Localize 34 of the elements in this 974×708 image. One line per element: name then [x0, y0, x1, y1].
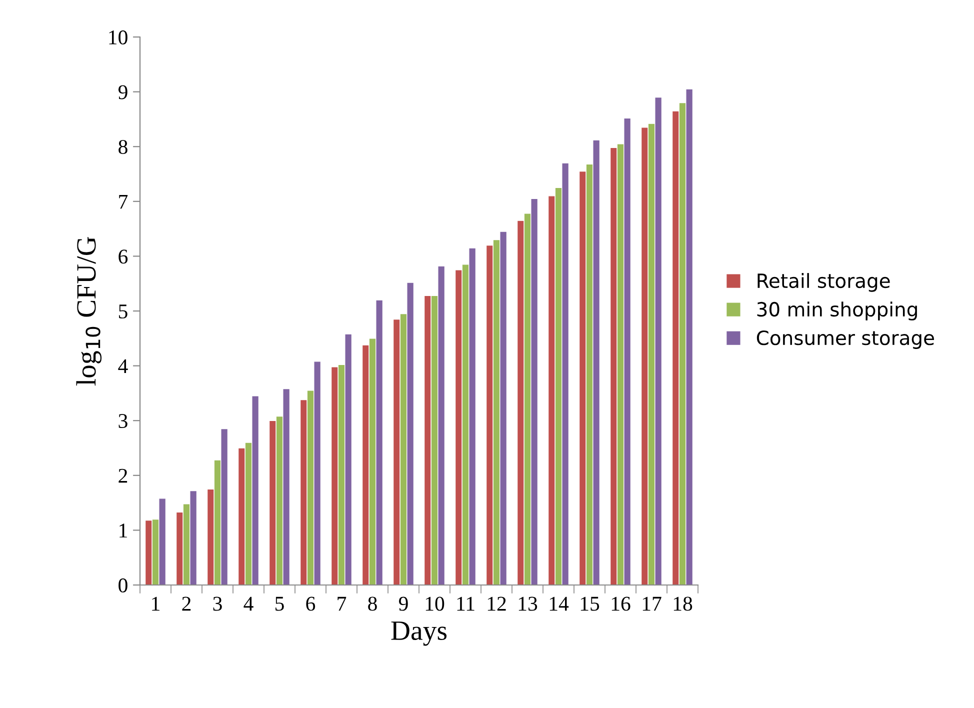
x-tick-label: 18	[674, 596, 692, 611]
x-tick-label: 5	[276, 596, 284, 611]
y-tick-label: 1	[120, 524, 127, 538]
x-tick-label: 7	[338, 596, 346, 611]
x-tick-label: 15	[580, 596, 600, 611]
y-tick-label: 7	[119, 194, 128, 209]
x-tick-label: 12	[488, 596, 506, 611]
x-tick-label: 2	[182, 596, 191, 611]
x-tick-label: 6	[306, 596, 316, 611]
x-axis-title: Days	[391, 622, 447, 646]
y-axis-title: log$_{10}$ CFU/G	[76, 236, 102, 386]
x-tick-label: 16	[612, 596, 630, 611]
x-tick-label: 8	[368, 596, 377, 611]
x-tick-label: 14	[550, 596, 569, 611]
legend-label: Consumer storage	[756, 330, 934, 349]
y-tick-label: 8	[118, 140, 128, 154]
x-tick-label: 4	[244, 596, 254, 611]
x-tick-label: 13	[518, 596, 538, 611]
x-tick-label: 9	[398, 596, 408, 611]
y-tick-label: 2	[118, 468, 128, 483]
x-tick-label: 11	[457, 596, 474, 611]
y-tick-label: 3	[118, 414, 128, 428]
x-tick-label: 3	[213, 596, 222, 611]
y-tick-label: 0	[118, 578, 128, 592]
x-tick-label: 10	[426, 596, 444, 611]
y-tick-label: 9	[118, 85, 128, 100]
x-tick-label: 17	[642, 596, 662, 611]
y-tick-label: 6	[118, 250, 128, 264]
y-tick-label: 5	[118, 304, 128, 318]
y-tick-label: 10	[109, 30, 128, 44]
legend-label: Retail storage	[758, 273, 890, 292]
y-tick-label: 4	[118, 359, 128, 374]
x-tick-label: 1	[152, 596, 160, 611]
legend-label: 30 min shopping	[757, 302, 917, 320]
